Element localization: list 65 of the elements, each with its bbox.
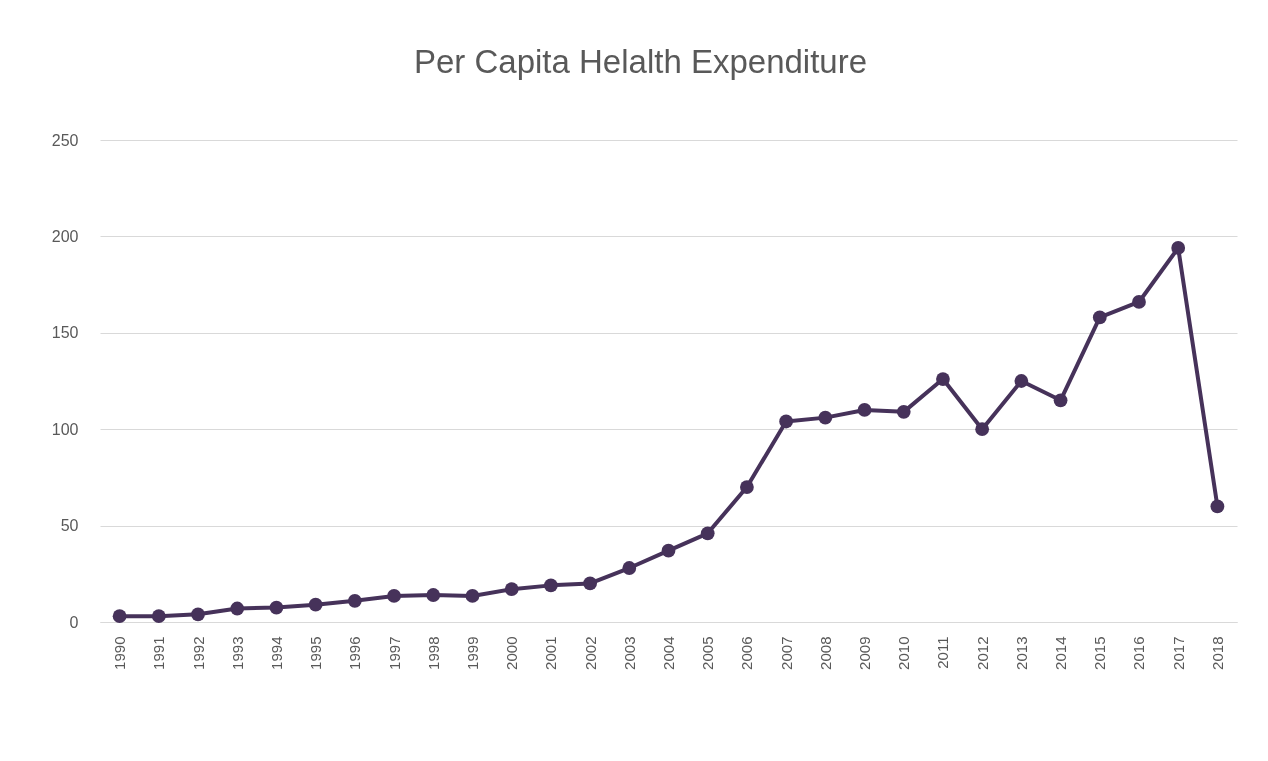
point bbox=[1053, 393, 1068, 408]
point bbox=[779, 414, 794, 429]
point bbox=[347, 593, 362, 608]
point bbox=[1210, 499, 1225, 514]
x-tick-label: 2015 bbox=[1091, 636, 1109, 670]
point bbox=[112, 609, 127, 624]
x-tick-label: 2000 bbox=[503, 636, 521, 670]
x-tick-label: 2003 bbox=[620, 636, 638, 670]
point bbox=[622, 561, 637, 575]
x-tick-label: 2018 bbox=[1208, 636, 1226, 670]
x-tick-label: 1991 bbox=[150, 636, 168, 670]
x-tick-label: 2004 bbox=[660, 636, 677, 670]
x-tick-label: 1992 bbox=[189, 636, 207, 670]
point bbox=[269, 600, 284, 615]
x-tick-label: 2006 bbox=[738, 636, 756, 670]
point bbox=[1092, 310, 1107, 325]
y-tick-label: 200 bbox=[51, 227, 79, 245]
x-tick-label: 2013 bbox=[1012, 636, 1030, 670]
x-tick-label: 2012 bbox=[973, 636, 991, 670]
point bbox=[308, 597, 323, 612]
y-tick-label: 100 bbox=[51, 420, 79, 438]
x-tick-label: 2010 bbox=[895, 636, 913, 670]
point bbox=[426, 588, 441, 602]
point bbox=[700, 526, 715, 541]
x-tick-label: 1998 bbox=[424, 636, 442, 670]
x-tick-label: 1999 bbox=[463, 636, 481, 670]
point bbox=[896, 404, 911, 419]
x-tick-label: 1997 bbox=[385, 636, 403, 670]
y-tick-label: 250 bbox=[51, 131, 79, 149]
x-tick-label: 2009 bbox=[856, 636, 874, 670]
point bbox=[504, 582, 519, 597]
point bbox=[151, 609, 166, 624]
point bbox=[936, 372, 950, 386]
x-tick-label: 1994 bbox=[267, 636, 285, 670]
x-tick-label: 2017 bbox=[1169, 636, 1187, 670]
x-tick-label: 2005 bbox=[699, 636, 717, 670]
x-tick-label: 2007 bbox=[777, 636, 795, 670]
x-tick-label: 2008 bbox=[816, 636, 834, 670]
point bbox=[857, 403, 872, 417]
y-tick-label: 50 bbox=[60, 517, 79, 535]
point bbox=[818, 410, 833, 425]
x-tick-label: 1995 bbox=[307, 636, 325, 670]
x-tick-label: 2014 bbox=[1052, 636, 1070, 670]
point bbox=[661, 543, 676, 558]
point bbox=[191, 607, 205, 622]
point bbox=[1132, 295, 1146, 309]
x-tick-label: 1993 bbox=[228, 636, 246, 670]
x-tick-label: 2016 bbox=[1130, 636, 1148, 670]
point bbox=[1171, 241, 1186, 255]
point bbox=[740, 480, 754, 494]
x-tick-label: 2001 bbox=[542, 636, 560, 670]
x-tick-label: 1990 bbox=[111, 636, 129, 670]
chart-title: Per Capita Helalth Expenditure bbox=[413, 43, 868, 80]
point bbox=[465, 589, 480, 603]
point bbox=[387, 589, 401, 603]
y-tick-label: 0 bbox=[69, 613, 79, 631]
point bbox=[230, 601, 245, 616]
point bbox=[583, 576, 597, 591]
point bbox=[1014, 374, 1029, 388]
point bbox=[543, 578, 558, 593]
point bbox=[975, 422, 990, 437]
x-tick-label: 2002 bbox=[581, 636, 599, 670]
y-tick-label: 150 bbox=[51, 324, 79, 342]
x-tick-label: 2011 bbox=[934, 636, 952, 669]
x-tick-label: 1996 bbox=[346, 636, 364, 670]
